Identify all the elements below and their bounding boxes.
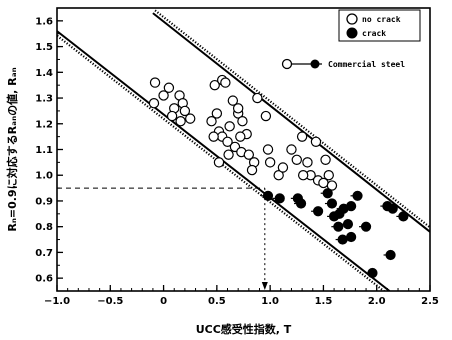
no-crack-point-32 [223,149,234,160]
no-crack-point-37 [277,162,289,173]
legend-filled-circle [346,27,358,39]
no-crack-point-35 [264,157,276,168]
no-crack-point-19 [220,77,231,88]
crack-point-13 [337,234,348,245]
no-crack-point-46 [318,177,329,189]
y-tick-label: 1.3 [35,94,53,105]
x-tick-label: 0 [160,296,167,307]
no-crack-point-49 [297,170,309,181]
no-crack-point-2 [158,90,169,101]
dashed-guide [57,187,268,290]
no-crack-point-36 [273,170,284,181]
dashed-guide-arrowhead [261,282,268,290]
x-tick-label: −1.0 [44,296,70,307]
no-crack-point-40 [296,131,308,142]
no-crack-point-47 [310,136,322,147]
crack-point-3 [295,198,307,209]
no-crack-point-22 [237,115,248,127]
no-crack-point-45 [323,170,334,181]
crack-point-21 [360,221,372,232]
x-tick-label: 1.5 [315,296,333,307]
no-crack-point-44 [320,154,331,165]
legend-open-circle [346,13,358,25]
legend-commercial-steel-label: Commercial steel [328,59,405,69]
y-tick-label: 1.2 [35,119,53,130]
crack-point-19 [398,211,409,222]
crack-point-20 [326,198,338,209]
x-tick-label: 1.0 [261,296,279,307]
crack-point-16 [385,249,396,261]
legend-crack-label: crack [362,29,386,38]
x-tick-label: 0.5 [208,296,226,307]
y-tick-label: 0.7 [35,248,53,259]
no-crack-point-34 [262,144,274,155]
no-crack-point-1 [148,97,160,109]
y-axis-title: Rₙ=0.9に対応するRₐₙの値, Rₐₙ [5,67,19,231]
crack-point-12 [346,231,357,243]
no-crack-point-51 [232,103,244,114]
crack-point-14 [352,190,363,201]
no-crack-point-48 [326,180,338,191]
no-crack-point-17 [209,79,220,91]
crack-point-4 [313,206,324,217]
x-tick-label: 2.0 [368,296,386,307]
no-crack-point-28 [252,92,263,104]
crack-point-7 [333,221,344,232]
no-crack-point-10 [185,113,196,124]
legend-no-crack-label: no crack [362,15,401,24]
y-tick-label: 0.9 [35,196,53,207]
x-axis-title: UCC感受性指数, T [196,322,292,336]
y-tick-label: 1.4 [35,68,53,79]
y-axis-ticks: 0.6 0.7 0.8 0.9 1.0 1.1 1.2 1.3 1.4 1.5 1.6 [35,7,63,292]
upper-bound-line-hatch [154,9,430,229]
y-tick-label: 1.6 [35,16,53,27]
legend-commercial-open-circle [281,58,293,70]
no-crack-point-8 [179,105,191,117]
no-crack-point-7 [175,115,186,127]
upper-bound-line [152,12,430,233]
y-tick-label: 1.1 [35,145,53,156]
no-crack-point-31 [213,157,225,168]
crack-point-18 [382,201,393,212]
no-crack-point-16 [224,121,235,132]
no-crack-point-39 [291,154,302,165]
crack-point-15 [367,267,378,279]
crack-point-1 [274,193,285,204]
y-tick-label: 0.6 [35,274,53,285]
x-tick-label: −0.5 [97,296,123,307]
no-crack-point-27 [243,149,255,160]
no-crack-point-38 [286,144,297,155]
no-crack-point-30 [208,131,219,142]
no-crack-point-29 [260,110,272,122]
no-crack-point-9 [166,110,178,122]
crack-point-11 [346,201,357,212]
y-tick-label: 1.0 [35,171,53,182]
crack-point-5 [322,188,333,199]
legend-commercial-filled-circle [310,59,320,69]
crack-point-0 [262,190,274,201]
no-crack-point-15 [222,136,233,147]
x-axis-ticks: −1.0 −0.5 0 0.5 1.0 1.5 2.0 2.5 [44,285,439,307]
no-crack-point-11 [206,115,217,127]
no-crack-point-50 [246,164,258,176]
no-crack-point-3 [163,82,175,93]
y-tick-label: 0.8 [35,222,53,233]
y-tick-label: 1.5 [35,42,53,53]
crack-point-10 [342,219,354,230]
no-crack-point-24 [235,131,246,142]
no-crack-point-0 [149,77,161,88]
no-crack-point-41 [302,157,313,168]
no-crack-point-20 [227,95,239,106]
legend: no crack crack Commercial steel [281,9,421,70]
data-points [148,74,409,279]
no-crack-point-12 [211,108,223,119]
x-tick-label: 2.5 [421,296,439,307]
